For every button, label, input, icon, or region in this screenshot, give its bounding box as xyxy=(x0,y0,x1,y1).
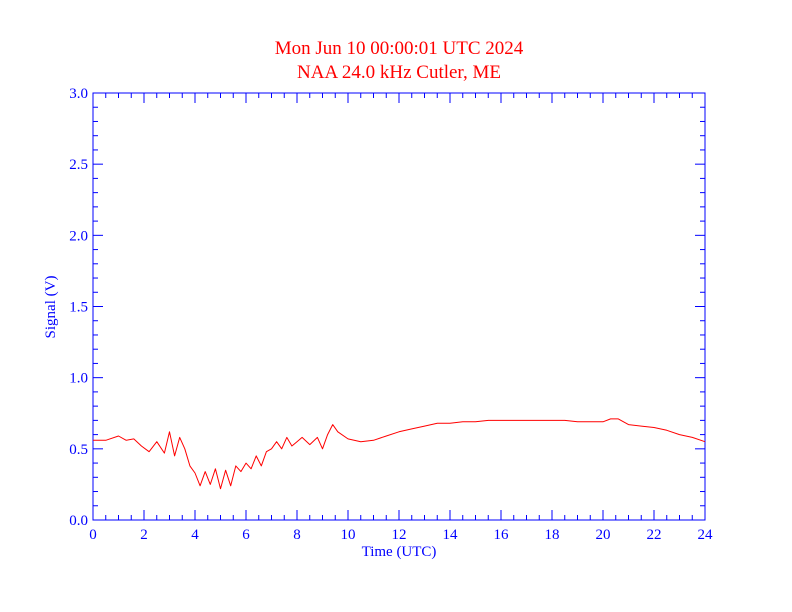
x-tick-label: 16 xyxy=(494,527,510,543)
plot-frame xyxy=(92,92,706,521)
y-tick-label: 2.5 xyxy=(69,157,88,173)
x-tick-label: 0 xyxy=(89,527,97,543)
chart-subtitle: NAA 24.0 kHz Cutler, ME xyxy=(297,62,501,83)
y-tick-label: 0.0 xyxy=(69,513,88,529)
x-tick-label: 12 xyxy=(392,527,407,543)
x-tick-label: 24 xyxy=(698,527,714,543)
y-tick-label: 2.0 xyxy=(69,228,88,244)
x-tick-label: 6 xyxy=(242,527,250,543)
x-tick-label: 8 xyxy=(293,527,301,543)
x-tick-label: 14 xyxy=(443,527,459,543)
chart-title: Mon Jun 10 00:00:01 UTC 2024 xyxy=(275,38,524,59)
signal-series-line xyxy=(93,418,706,490)
x-tick-label: 4 xyxy=(191,527,199,543)
y-tick-label: 1.5 xyxy=(69,300,88,316)
x-tick-label: 22 xyxy=(647,527,662,543)
y-tick-label: 0.5 xyxy=(69,442,88,458)
y-axis-label: Signal (V) xyxy=(43,276,59,339)
y-tick-label: 3.0 xyxy=(69,86,88,102)
x-axis-label: Time (UTC) xyxy=(362,544,437,560)
x-tick-label: 18 xyxy=(545,527,560,543)
x-tick-label: 20 xyxy=(596,527,611,543)
x-tick-label: 10 xyxy=(341,527,356,543)
y-tick-label: 1.0 xyxy=(69,371,88,387)
x-tick-label: 2 xyxy=(140,527,148,543)
plot-area: 0 2 4 6 8 10 12 14 16 18 20 22 240.00.51.01.52.02.53… xyxy=(69,86,713,543)
